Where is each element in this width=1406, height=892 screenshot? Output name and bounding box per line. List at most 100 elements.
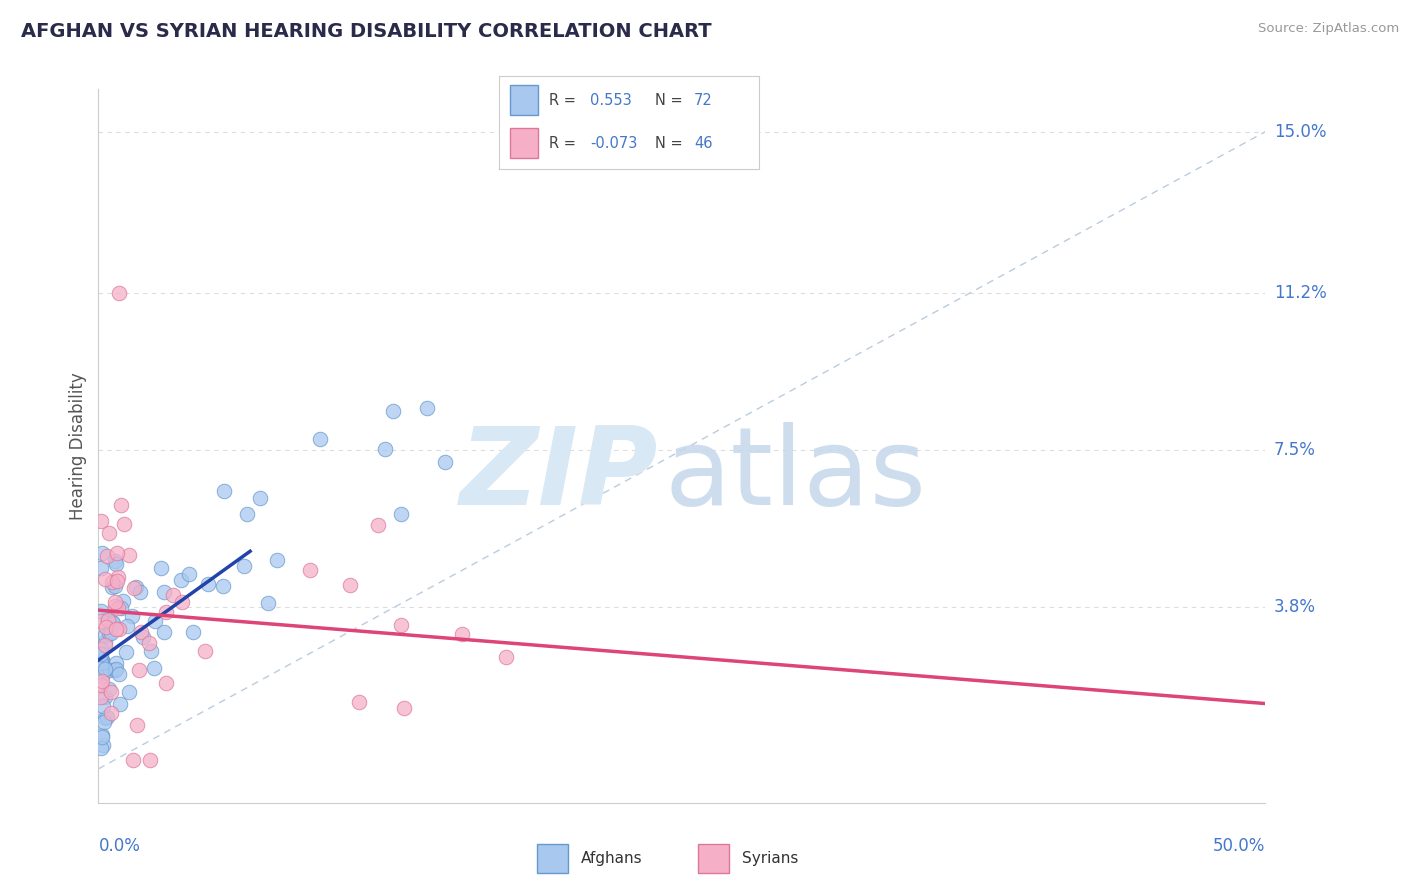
Point — [101, 615, 124, 629]
Text: Source: ZipAtlas.com: Source: ZipAtlas.com — [1258, 22, 1399, 36]
Point — [105, 574, 128, 588]
Text: N =: N = — [655, 93, 688, 108]
Point — [90, 514, 112, 528]
Point — [94, 639, 117, 653]
Text: 7.5%: 7.5% — [1274, 442, 1316, 459]
Point — [139, 753, 162, 767]
Point — [118, 548, 141, 562]
Point — [101, 574, 124, 589]
Point — [104, 594, 127, 608]
Point — [179, 566, 201, 581]
Point — [155, 676, 177, 690]
Text: ZIP: ZIP — [460, 422, 658, 527]
Point — [124, 581, 146, 595]
Point — [266, 553, 288, 567]
Point — [98, 626, 121, 640]
Y-axis label: Hearing Disability: Hearing Disability — [69, 372, 87, 520]
Point — [90, 665, 112, 679]
Point — [111, 594, 134, 608]
Point — [91, 698, 114, 713]
Text: 0.0%: 0.0% — [98, 837, 141, 855]
Point — [104, 656, 127, 670]
Point — [125, 580, 148, 594]
Point — [90, 678, 112, 692]
Point — [107, 570, 129, 584]
Point — [96, 710, 118, 724]
Point — [94, 690, 117, 705]
Point — [100, 626, 122, 640]
FancyBboxPatch shape — [509, 85, 538, 115]
Point — [90, 614, 112, 628]
Point — [347, 695, 370, 709]
Point — [194, 643, 217, 657]
Point — [100, 685, 122, 699]
Point — [495, 649, 517, 664]
Point — [94, 628, 117, 642]
Point — [129, 625, 152, 640]
Point — [309, 433, 332, 447]
Text: R =: R = — [548, 93, 581, 108]
Text: 3.8%: 3.8% — [1274, 599, 1316, 616]
Point — [91, 674, 114, 689]
Point — [392, 700, 415, 714]
Point — [127, 718, 149, 732]
Point — [90, 652, 112, 666]
Point — [104, 662, 127, 676]
Point — [91, 669, 114, 683]
Point — [94, 711, 117, 725]
Point — [94, 620, 117, 634]
Text: R =: R = — [548, 136, 581, 151]
Point — [105, 622, 128, 636]
Point — [132, 630, 155, 644]
Point — [94, 662, 117, 676]
Point — [108, 622, 131, 636]
Text: 15.0%: 15.0% — [1274, 123, 1326, 141]
Point — [100, 706, 122, 720]
Point — [98, 526, 121, 541]
Point — [90, 648, 112, 662]
Text: -0.073: -0.073 — [591, 136, 637, 151]
Point — [128, 663, 150, 677]
Point — [197, 577, 219, 591]
Point — [98, 682, 121, 697]
Point — [112, 516, 135, 531]
Point — [90, 604, 112, 618]
Text: 50.0%: 50.0% — [1213, 837, 1265, 855]
Point — [90, 653, 112, 667]
Point — [212, 484, 235, 499]
Point — [121, 609, 143, 624]
Point — [433, 455, 456, 469]
Text: Afghans: Afghans — [581, 851, 643, 866]
Point — [122, 753, 145, 767]
Point — [451, 627, 474, 641]
Point — [105, 557, 128, 571]
Point — [94, 635, 117, 649]
Point — [129, 585, 152, 599]
Point — [90, 657, 112, 671]
Text: AFGHAN VS SYRIAN HEARING DISABILITY CORRELATION CHART: AFGHAN VS SYRIAN HEARING DISABILITY CORR… — [21, 22, 711, 41]
Point — [107, 601, 129, 615]
Point — [103, 615, 125, 630]
Point — [374, 442, 396, 456]
Point — [90, 546, 112, 560]
Point — [236, 507, 259, 521]
Point — [108, 697, 131, 711]
Point — [94, 572, 117, 586]
Point — [110, 498, 132, 512]
Point — [299, 563, 322, 577]
Point — [257, 596, 280, 610]
Text: N =: N = — [655, 136, 688, 151]
FancyBboxPatch shape — [537, 844, 568, 873]
FancyBboxPatch shape — [509, 128, 538, 158]
Point — [105, 546, 128, 560]
Text: 11.2%: 11.2% — [1274, 284, 1326, 302]
Point — [97, 613, 120, 627]
Point — [91, 738, 114, 752]
Point — [110, 600, 132, 615]
Point — [96, 549, 118, 563]
Point — [172, 595, 194, 609]
Point — [104, 580, 127, 594]
Point — [90, 642, 112, 657]
Point — [91, 731, 114, 745]
Text: 72: 72 — [695, 93, 713, 108]
